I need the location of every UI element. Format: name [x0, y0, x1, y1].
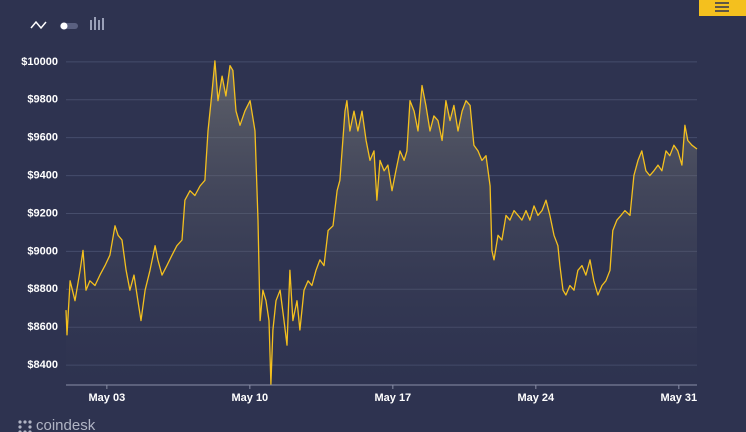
bar-mode-icon[interactable] — [90, 17, 104, 30]
x-tick-label: May 03 — [89, 392, 126, 404]
toolbar — [30, 0, 746, 30]
y-tick-label: $10000 — [21, 56, 58, 68]
menu-icon — [715, 2, 729, 12]
y-tick-label: $9600 — [27, 132, 58, 144]
x-tick-label: May 17 — [374, 392, 411, 404]
x-tick-label: May 24 — [517, 392, 555, 404]
y-tick-label: $8400 — [27, 359, 58, 371]
toggle-knob — [60, 22, 68, 30]
menu-button[interactable] — [699, 0, 746, 16]
y-tick-label: $8800 — [27, 283, 58, 295]
y-tick-label: $9200 — [27, 207, 58, 219]
area — [66, 60, 697, 386]
y-tick-label: $9000 — [27, 245, 58, 257]
x-tick-label: May 31 — [660, 392, 697, 404]
y-tick-label: $9400 — [27, 169, 58, 181]
brand: coindesk — [36, 417, 96, 432]
y-tick-label: $8600 — [27, 321, 58, 333]
x-tick-label: May 10 — [231, 392, 268, 404]
y-tick-label: $9800 — [27, 94, 58, 106]
price-line — [65, 60, 698, 385]
line-mode-icon[interactable] — [30, 20, 47, 30]
